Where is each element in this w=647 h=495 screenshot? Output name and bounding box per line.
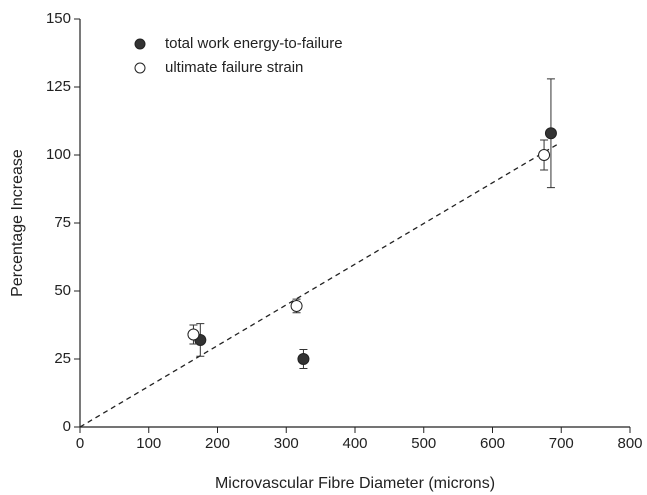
x-tick-label: 0 — [76, 435, 84, 452]
x-axis-label: Microvascular Fibre Diameter (microns) — [215, 475, 495, 492]
point — [187, 328, 200, 341]
point — [544, 127, 557, 140]
x-tick-label: 500 — [411, 435, 436, 452]
y-tick-label: 100 — [46, 146, 71, 163]
x-tick-label: 300 — [274, 435, 299, 452]
x-tick-label: 600 — [480, 435, 505, 452]
x-tick-label: 400 — [342, 435, 367, 452]
y-tick-label: 50 — [54, 282, 71, 299]
y-tick-label: 25 — [54, 350, 71, 367]
x-tick-label: 800 — [617, 435, 642, 452]
legend-label: total work energy-to-failure — [165, 35, 343, 52]
y-tick-label: 125 — [46, 78, 71, 95]
x-tick-label: 700 — [549, 435, 574, 452]
trend-line — [79, 143, 559, 428]
y-tick-label: 150 — [46, 10, 71, 27]
y-tick-label: 75 — [54, 214, 71, 231]
x-tick-label: 200 — [205, 435, 230, 452]
x-tick-label: 100 — [136, 435, 161, 452]
legend-marker — [134, 62, 146, 74]
point — [538, 149, 551, 161]
y-axis-label: Percentage Increase — [9, 149, 26, 297]
legend-label: ultimate failure strain — [165, 59, 303, 76]
point — [290, 299, 303, 312]
y-tick-label: 0 — [63, 418, 71, 435]
legend-marker — [134, 38, 146, 50]
point — [297, 353, 310, 365]
